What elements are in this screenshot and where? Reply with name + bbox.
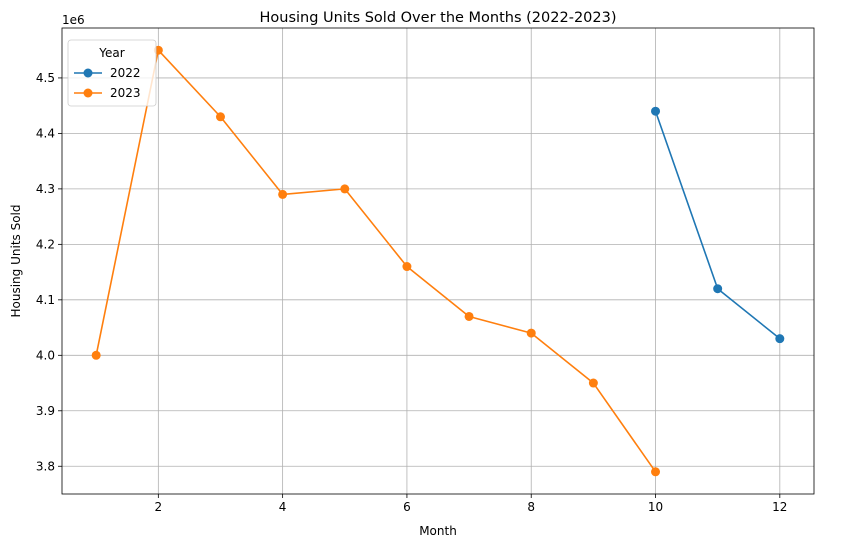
x-tick-label: 4: [279, 500, 287, 514]
data-point-2023: [651, 467, 661, 477]
legend-marker: [83, 88, 93, 98]
x-tick-label: 6: [403, 500, 411, 514]
x-tick-label: 8: [527, 500, 535, 514]
chart-title: Housing Units Sold Over the Months (2022…: [260, 10, 617, 26]
y-tick-label: 4.1: [36, 293, 55, 307]
y-tick-label: 3.8: [36, 459, 55, 473]
plot-area-frame: [61, 27, 815, 495]
data-point-2022: [775, 334, 785, 344]
x-tick-label: 2: [155, 500, 163, 514]
legend-label: 2023: [110, 86, 141, 100]
data-point-2023: [91, 350, 101, 360]
x-tick-label: 12: [772, 500, 787, 514]
y-tick-label: 4.3: [36, 182, 55, 196]
legend-entries: 2022 2023: [74, 66, 141, 100]
y-tick-label: 4.5: [36, 71, 55, 85]
data-point-2022: [651, 106, 661, 116]
y-axis-label: Housing Units Sold: [9, 205, 23, 318]
data-point-2022: [713, 284, 723, 294]
series-line-2023: [95, 49, 657, 473]
legend-title: Year: [98, 46, 124, 60]
data-point-2023: [340, 184, 350, 194]
series-2023: [91, 45, 661, 477]
y-axis: 3.8 3.9 4.0 4.1 4.2 4.3 4.4 4.5: [36, 71, 62, 473]
legend: Year 2022 2023: [67, 39, 157, 107]
y-tick-label: 4.4: [36, 126, 55, 140]
data-point-2023: [215, 112, 225, 122]
data-point-2023: [526, 328, 536, 338]
y-tick-label: 4.2: [36, 237, 55, 251]
x-axis: 2 4 6 8 10 12: [155, 494, 787, 514]
y-offset-label: 1e6: [62, 13, 85, 27]
y-tick-label: 3.9: [36, 404, 55, 418]
legend-entry-2023: 2023: [74, 86, 141, 100]
data-point-2023: [278, 189, 288, 199]
data-point-2023: [402, 262, 412, 272]
x-axis-label: Month: [419, 524, 457, 538]
data-point-2023: [464, 311, 474, 321]
legend-marker: [83, 68, 93, 78]
legend-label: 2022: [110, 66, 141, 80]
data-point-2023: [588, 378, 598, 388]
y-tick-label: 4.0: [36, 348, 55, 362]
series-2022: [651, 106, 785, 344]
series-layer: [91, 45, 785, 477]
grid: [62, 28, 814, 494]
x-tick-label: 10: [648, 500, 663, 514]
legend-entry-2022: 2022: [74, 66, 141, 80]
